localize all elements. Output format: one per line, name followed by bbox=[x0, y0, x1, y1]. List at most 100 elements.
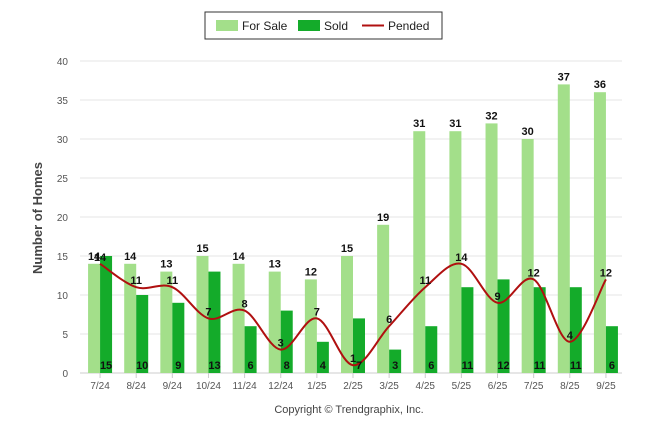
y-tick-label: 25 bbox=[57, 174, 69, 185]
x-tick-label: 10/24 bbox=[196, 381, 221, 392]
copyright-credit: Copyright © Trendgraphix, Inc. bbox=[274, 404, 423, 416]
sold-bar[interactable] bbox=[208, 271, 221, 373]
x-tick-label: 8/24 bbox=[126, 381, 146, 392]
for-sale-bar[interactable] bbox=[485, 123, 498, 374]
sold-bar[interactable] bbox=[100, 256, 113, 373]
sold-value-label: 13 bbox=[208, 360, 220, 372]
pended-value-label: 8 bbox=[242, 299, 248, 311]
sold-value-label: 12 bbox=[497, 360, 509, 372]
legend-label-sold: Sold bbox=[324, 19, 348, 33]
x-tick-label: 12/24 bbox=[268, 381, 293, 392]
pended-value-label: 11 bbox=[167, 275, 179, 287]
for-sale-value-label: 14 bbox=[232, 251, 245, 263]
sold-value-label: 3 bbox=[392, 360, 398, 372]
sold-bar[interactable] bbox=[389, 349, 402, 373]
legend-label-pended: Pended bbox=[388, 19, 429, 33]
for-sale-value-label: 13 bbox=[160, 259, 172, 271]
bars bbox=[88, 84, 618, 374]
for-sale-bar[interactable] bbox=[521, 139, 534, 373]
for-sale-bar[interactable] bbox=[304, 279, 317, 373]
sold-value-label: 9 bbox=[175, 360, 181, 372]
sold-value-label: 11 bbox=[570, 360, 582, 372]
for-sale-bar[interactable] bbox=[377, 224, 390, 373]
x-tick-label: 5/25 bbox=[452, 381, 472, 392]
for-sale-bar[interactable] bbox=[232, 263, 245, 373]
pended-value-label: 3 bbox=[278, 338, 284, 350]
sold-value-label: 4 bbox=[320, 360, 327, 372]
x-tick-label: 8/25 bbox=[560, 381, 580, 392]
for-sale-bar[interactable] bbox=[593, 92, 606, 373]
for-sale-value-label: 37 bbox=[558, 71, 570, 83]
legend[interactable]: For Sale Sold Pended bbox=[204, 11, 443, 40]
sold-bar[interactable] bbox=[605, 326, 618, 373]
legend-swatch-sold bbox=[298, 20, 320, 31]
sold-bar[interactable] bbox=[280, 310, 293, 373]
pended-line-group bbox=[99, 262, 607, 367]
sold-value-label: 6 bbox=[248, 360, 254, 372]
for-sale-bar[interactable] bbox=[449, 131, 462, 373]
for-sale-bar[interactable] bbox=[88, 263, 101, 373]
sold-bar[interactable] bbox=[569, 287, 582, 373]
for-sale-value-label: 15 bbox=[196, 243, 208, 255]
pended-value-label: 14 bbox=[455, 252, 468, 264]
legend-swatch-for-sale bbox=[216, 20, 238, 31]
for-sale-value-label: 14 bbox=[124, 251, 137, 263]
x-tick-label: 9/24 bbox=[163, 381, 183, 392]
pended-value-label: 11 bbox=[130, 275, 142, 287]
x-tick-label: 3/25 bbox=[379, 381, 399, 392]
for-sale-value-label: 36 bbox=[594, 79, 606, 91]
for-sale-value-label: 13 bbox=[269, 259, 281, 271]
pended-value-label: 4 bbox=[567, 330, 574, 342]
for-sale-bar[interactable] bbox=[341, 256, 353, 373]
pended-value-label: 6 bbox=[386, 314, 392, 326]
sold-bar[interactable] bbox=[136, 295, 149, 373]
x-tick-label: 7/25 bbox=[524, 381, 544, 392]
pended-value-label: 7 bbox=[205, 306, 211, 318]
sold-bar[interactable] bbox=[316, 341, 329, 373]
y-tick-label: 10 bbox=[57, 291, 69, 302]
for-sale-value-label: 19 bbox=[377, 212, 389, 224]
sold-value-label: 7 bbox=[356, 360, 362, 372]
x-tick-label: 11/24 bbox=[232, 381, 257, 392]
for-sale-value-label: 31 bbox=[449, 118, 461, 130]
y-tick-label: 5 bbox=[62, 330, 68, 341]
for-sale-value-label: 15 bbox=[341, 243, 353, 255]
for-sale-bar[interactable] bbox=[413, 131, 426, 373]
sold-value-label: 6 bbox=[609, 360, 615, 372]
sold-value-label: 15 bbox=[100, 360, 112, 372]
pended-value-label: 12 bbox=[600, 267, 612, 279]
for-sale-value-label: 14 bbox=[88, 251, 101, 263]
sold-bar[interactable] bbox=[461, 287, 474, 373]
for-sale-bar[interactable] bbox=[557, 84, 570, 374]
sold-bar[interactable] bbox=[353, 318, 365, 373]
sold-value-label: 10 bbox=[136, 360, 148, 372]
y-tick-label: 35 bbox=[57, 96, 69, 107]
pended-value-label: 9 bbox=[494, 291, 500, 303]
for-sale-value-label: 32 bbox=[485, 110, 497, 122]
for-sale-bar[interactable] bbox=[124, 263, 137, 373]
sold-bar[interactable] bbox=[172, 302, 185, 373]
y-tick-label: 30 bbox=[57, 135, 69, 146]
for-sale-value-label: 30 bbox=[522, 126, 534, 138]
sold-bar[interactable] bbox=[425, 326, 438, 373]
legend-box bbox=[204, 11, 443, 40]
sold-value-label: 6 bbox=[428, 360, 434, 372]
x-tick-label: 1/25 bbox=[307, 381, 327, 392]
pended-value-label: 11 bbox=[419, 275, 431, 287]
sold-bar[interactable] bbox=[244, 326, 257, 373]
sold-value-label: 11 bbox=[534, 360, 546, 372]
for-sale-bar[interactable] bbox=[160, 271, 173, 373]
pended-value-label: 1 bbox=[350, 353, 356, 365]
sold-value-label: 11 bbox=[462, 360, 474, 372]
for-sale-bar[interactable] bbox=[268, 271, 281, 373]
x-tick-label: 2/25 bbox=[343, 381, 363, 392]
x-tick-label: 6/25 bbox=[488, 381, 508, 392]
x-tick-label: 7/24 bbox=[90, 381, 110, 392]
x-tick-label: 9/25 bbox=[596, 381, 616, 392]
pended-line[interactable] bbox=[99, 262, 607, 367]
sold-bar[interactable] bbox=[533, 287, 546, 373]
